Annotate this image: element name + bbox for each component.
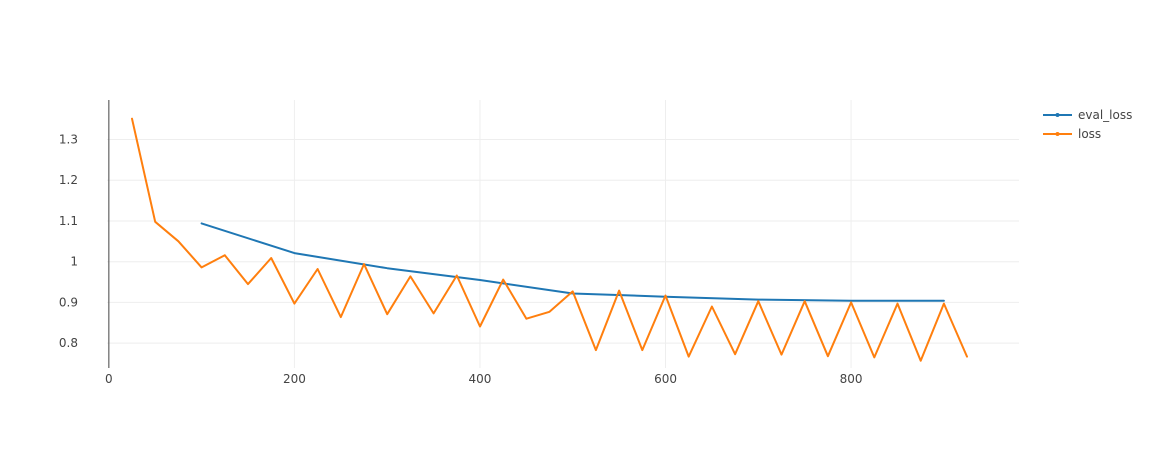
- legend-item-loss[interactable]: loss: [1043, 127, 1101, 141]
- y-tick-label: 1: [70, 255, 78, 269]
- grid-lines: [107, 100, 1019, 368]
- legend-label: eval_loss: [1078, 108, 1132, 122]
- legend-item-eval-loss[interactable]: eval_loss: [1043, 108, 1132, 122]
- x-tick-label: 200: [283, 372, 306, 386]
- series-group: [131, 117, 968, 362]
- y-axis-ticks: 0.8 0.9 1 1.1 1.2 1.3: [59, 133, 78, 351]
- x-tick-label: 0: [105, 372, 113, 386]
- y-tick-label: 1.3: [59, 133, 78, 147]
- x-tick-label: 400: [469, 372, 492, 386]
- y-tick-label: 1.2: [59, 173, 78, 187]
- legend-marker: [1055, 113, 1060, 117]
- x-axis-ticks: 0 200 400 600 800: [105, 372, 862, 386]
- legend-label: loss: [1078, 127, 1101, 141]
- y-tick-label: 1.1: [59, 214, 78, 228]
- x-tick-label: 600: [654, 372, 677, 386]
- legend-marker: [1055, 132, 1060, 136]
- x-tick-label: 800: [840, 372, 863, 386]
- series-line-loss: [131, 117, 968, 362]
- y-tick-label: 0.9: [59, 295, 78, 309]
- y-tick-label: 0.8: [59, 336, 78, 350]
